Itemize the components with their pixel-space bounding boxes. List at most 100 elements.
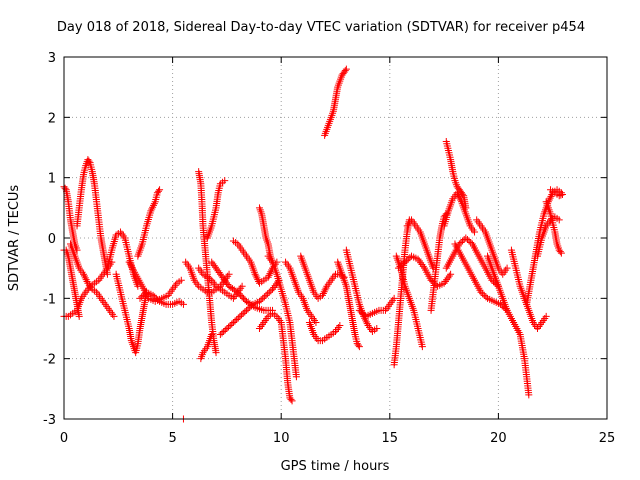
data-point xyxy=(414,255,422,263)
data-point xyxy=(288,397,296,405)
data-point xyxy=(471,228,479,236)
data-point xyxy=(271,282,279,290)
data-point xyxy=(354,341,362,349)
data-point xyxy=(212,349,220,357)
data-point xyxy=(321,286,329,294)
y-tick-label: 0 xyxy=(48,232,56,247)
data-point xyxy=(266,270,274,278)
axis-ticks: 0 5 10 15 20 25 -3 -2 -1 0 1 2 3 xyxy=(43,51,615,446)
data-point xyxy=(401,258,409,266)
data-point xyxy=(418,261,426,269)
data-point xyxy=(463,236,471,244)
data-point xyxy=(454,191,462,199)
data-point xyxy=(457,196,465,204)
data-point xyxy=(403,257,411,265)
data-point xyxy=(179,300,187,308)
data-point xyxy=(220,328,228,336)
data-point xyxy=(252,272,260,280)
data-point xyxy=(226,321,234,329)
x-tick-label: 0 xyxy=(60,431,68,446)
data-point xyxy=(479,290,487,298)
data-point xyxy=(447,270,455,278)
data-point xyxy=(259,294,267,302)
x-tick-label: 10 xyxy=(273,431,290,446)
data-point xyxy=(456,194,464,202)
data-point xyxy=(355,306,363,314)
data-point xyxy=(136,294,144,302)
data-point xyxy=(233,315,241,323)
data-point xyxy=(542,312,550,320)
data-marks xyxy=(60,65,566,423)
data-point xyxy=(85,157,93,165)
data-point xyxy=(156,186,164,194)
y-tick-label: 2 xyxy=(48,111,56,126)
data-point xyxy=(336,321,344,329)
data-point xyxy=(255,297,263,305)
data-point xyxy=(547,192,555,200)
data-point xyxy=(264,290,272,298)
data-point xyxy=(238,282,246,290)
data-point xyxy=(138,293,146,301)
data-point xyxy=(238,293,246,301)
data-point xyxy=(417,259,425,267)
data-point xyxy=(141,290,149,298)
data-point xyxy=(525,391,533,399)
data-point xyxy=(147,207,155,215)
data-point xyxy=(453,189,461,197)
data-point xyxy=(557,191,565,199)
data-point xyxy=(415,257,423,265)
data-point xyxy=(355,343,363,351)
data-point xyxy=(221,326,229,334)
data-point xyxy=(443,276,451,284)
data-point xyxy=(224,281,232,289)
x-tick-label: 25 xyxy=(599,431,616,446)
data-point xyxy=(257,296,265,304)
data-point xyxy=(148,205,156,213)
y-tick-label: -3 xyxy=(43,413,56,428)
data-point xyxy=(223,325,231,332)
data-point xyxy=(269,285,277,293)
data-point xyxy=(465,237,473,245)
data-point xyxy=(398,261,406,269)
data-point xyxy=(80,270,88,278)
data-point xyxy=(234,288,242,296)
data-point xyxy=(445,272,453,280)
data-point xyxy=(418,343,426,351)
data-point xyxy=(319,290,327,298)
data-point xyxy=(318,291,326,299)
data-point xyxy=(149,291,157,299)
data-point xyxy=(151,293,159,301)
data-point xyxy=(152,294,160,302)
data-point xyxy=(360,311,368,319)
data-point xyxy=(254,276,262,284)
data-point xyxy=(482,293,490,301)
data-point xyxy=(441,277,449,285)
data-point xyxy=(83,277,91,285)
data-point xyxy=(110,312,118,320)
data-point xyxy=(228,320,236,328)
y-tick-label: 1 xyxy=(48,172,56,187)
data-point xyxy=(225,270,233,278)
data-point xyxy=(555,192,563,200)
data-point xyxy=(218,329,226,337)
data-point xyxy=(545,196,553,204)
data-point xyxy=(80,272,88,280)
data-point xyxy=(267,287,275,295)
data-point xyxy=(556,248,564,256)
data-point xyxy=(341,67,349,75)
data-point xyxy=(239,309,247,317)
data-point xyxy=(462,234,470,242)
data-point xyxy=(265,271,273,279)
data-point xyxy=(149,201,157,209)
data-point xyxy=(555,216,563,224)
x-axis-label: GPS time / hours xyxy=(281,459,390,474)
data-point xyxy=(373,325,381,332)
data-point xyxy=(221,177,229,185)
data-point xyxy=(81,274,89,282)
data-point xyxy=(342,65,350,73)
data-point xyxy=(82,276,90,284)
data-point xyxy=(236,312,244,320)
data-point xyxy=(406,254,414,262)
data-point xyxy=(264,273,272,281)
